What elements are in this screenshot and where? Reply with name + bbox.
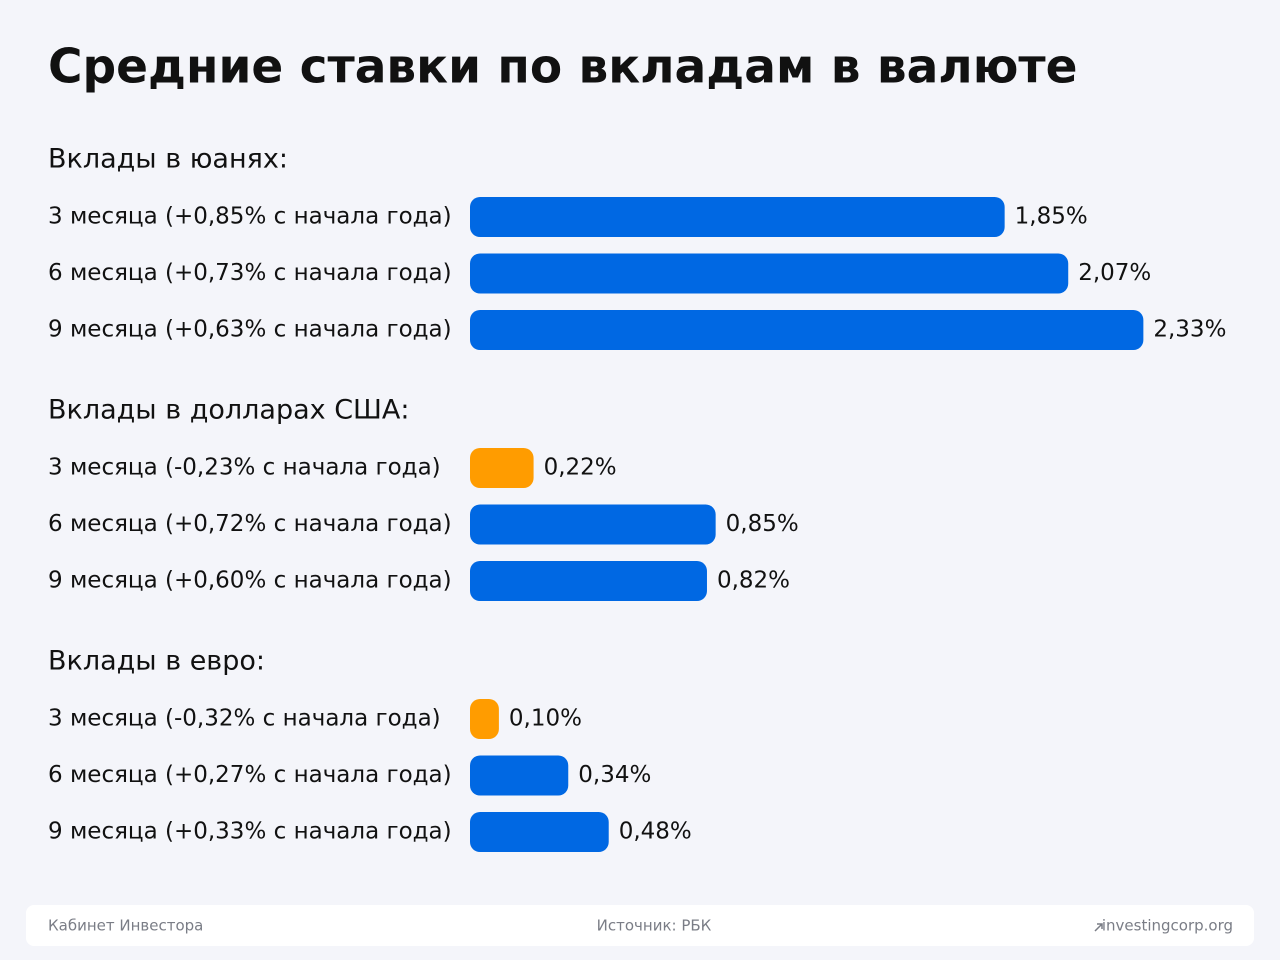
value-label: 2,07% <box>1078 260 1151 286</box>
bar <box>470 812 609 852</box>
value-label: 0,10% <box>509 706 582 732</box>
bar <box>470 197 1005 237</box>
footer-center: Источник: РБК <box>597 917 712 935</box>
page-title: Средние ставки по вкладам в валюте <box>48 40 1078 95</box>
bar <box>470 755 569 796</box>
bar <box>470 448 534 488</box>
category-label: 6 месяца (+0,73% с начала года) <box>48 260 452 286</box>
footer-left: Кабинет Инвестора <box>48 917 203 935</box>
bar <box>470 504 716 545</box>
category-label: 6 месяца (+0,27% с начала года) <box>48 762 452 788</box>
value-label: 0,48% <box>619 819 692 845</box>
category-label: 3 месяца (-0,23% с начала года) <box>48 455 441 481</box>
value-label: 1,85% <box>1015 204 1088 230</box>
footer-right: investingcorp.org <box>1102 917 1233 935</box>
bar <box>470 310 1144 350</box>
bar <box>470 561 707 601</box>
category-label: 6 месяца (+0,72% с начала года) <box>48 511 452 537</box>
value-label: 2,33% <box>1153 317 1226 343</box>
bar <box>470 699 499 739</box>
category-label: 3 месяца (+0,85% с начала года) <box>48 204 452 230</box>
category-label: 9 месяца (+0,33% с начала года) <box>48 819 452 845</box>
category-label: 9 месяца (+0,60% с начала года) <box>48 568 452 594</box>
category-label: 9 месяца (+0,63% с начала года) <box>48 317 452 343</box>
link-icon <box>1094 923 1103 932</box>
group-title: Вклады в долларах США: <box>48 395 409 426</box>
value-label: 0,22% <box>544 455 617 481</box>
category-label: 3 месяца (-0,32% с начала года) <box>48 706 441 732</box>
group-title: Вклады в юанях: <box>48 144 288 175</box>
group-title: Вклады в евро: <box>48 646 265 677</box>
value-label: 0,85% <box>726 511 799 537</box>
value-label: 0,82% <box>717 568 790 594</box>
footer-bar <box>26 905 1254 946</box>
value-label: 0,34% <box>578 762 651 788</box>
bar <box>470 253 1069 294</box>
